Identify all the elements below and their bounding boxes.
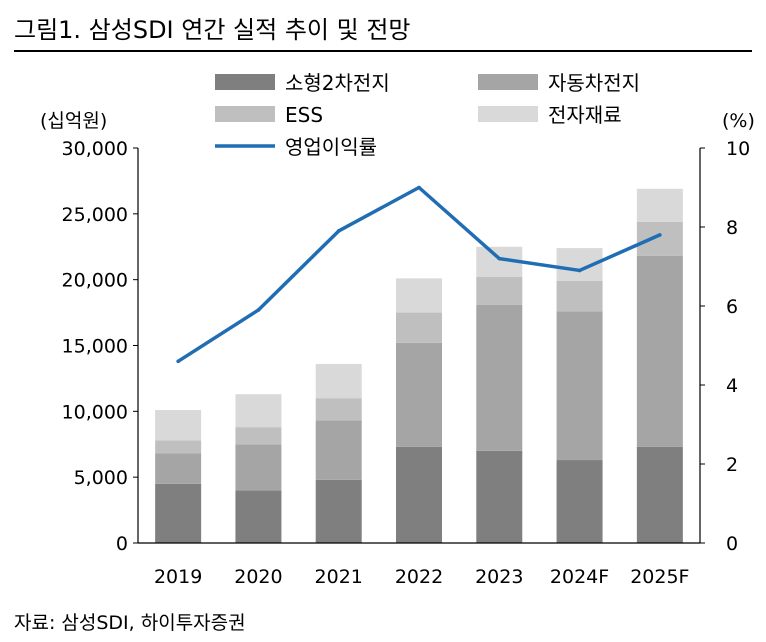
left-tick-label: 5,000: [74, 467, 128, 489]
bar-segment: [235, 490, 282, 543]
bar-segment: [636, 255, 683, 447]
left-tick-label: 25,000: [62, 204, 128, 226]
line-point: [256, 308, 261, 312]
legend-label: 전자재료: [548, 103, 622, 127]
bar-segment: [556, 311, 603, 461]
bar-segment: [396, 446, 442, 543]
legend-label: 자동차전지: [548, 71, 640, 95]
bar-segment: [476, 450, 523, 543]
bar-segment: [396, 342, 442, 447]
bar-segment: [476, 277, 523, 305]
x-tick-label: 2023: [475, 566, 523, 588]
bar-segment: [636, 188, 683, 222]
bar-segment: [155, 483, 202, 543]
legend-swatch: [215, 74, 275, 90]
x-tick-label: 2025F: [630, 566, 689, 588]
bar-segment: [315, 479, 362, 543]
x-tick-label: 2021: [315, 566, 363, 588]
bar-stacks: [155, 188, 683, 543]
legend-swatch: [478, 74, 538, 90]
operating-margin-line: [176, 185, 662, 364]
line-point: [336, 229, 341, 233]
right-tick-label: 4: [726, 375, 738, 397]
bar-segment: [235, 427, 282, 445]
title-divider: [14, 50, 752, 52]
left-tick-label: 30,000: [62, 138, 128, 160]
right-tick-label: 2: [726, 454, 738, 476]
bar-segment: [636, 446, 683, 543]
legend-label: ESS: [285, 103, 323, 127]
source-note: 자료: 삼성SDI, 하이투자증권: [14, 612, 246, 634]
bar-segment: [155, 440, 202, 454]
bar-segment: [556, 280, 603, 312]
bar-segment: [235, 444, 282, 491]
right-tick-label: 10: [726, 138, 750, 160]
legend-label: 영업이익률: [285, 135, 377, 159]
bar-segment: [396, 278, 442, 313]
bar-segment: [155, 453, 202, 484]
right-tick-label: 0: [726, 533, 738, 555]
x-tick-label: 2020: [234, 566, 282, 588]
bar-segment: [636, 221, 683, 256]
left-tick-label: 10,000: [62, 401, 128, 423]
bar-segment: [155, 410, 202, 441]
x-tick-label: 2022: [395, 566, 443, 588]
line-point: [497, 256, 502, 261]
bar-segment: [396, 312, 442, 343]
x-tick-label: 2024F: [550, 566, 609, 588]
legend-swatch: [215, 106, 275, 122]
bar-segment: [235, 394, 282, 428]
page-title: 그림1. 삼성SDI 연간 실적 추이 및 전망: [14, 16, 411, 44]
bar-segment: [315, 398, 362, 421]
line-point: [577, 268, 582, 273]
left-tick-label: 15,000: [62, 336, 128, 358]
x-tick-label: 2019: [154, 566, 202, 588]
bar-segment: [315, 420, 362, 480]
right-tick-label: 8: [726, 217, 738, 239]
axes: 0 5,000 10,000 15,000 20,000 25,000 30,000 0 2 4 6…: [40, 110, 755, 588]
right-axis-unit: (%): [722, 110, 755, 132]
bar-segment: [315, 363, 362, 399]
line-point: [658, 233, 662, 237]
bar-segment: [476, 304, 523, 451]
legend-label: 소형2차전지: [285, 71, 390, 95]
line-point: [417, 185, 421, 190]
bar-segment: [556, 460, 603, 543]
legend-swatch: [478, 106, 538, 122]
left-axis-unit: (십억원): [40, 110, 107, 132]
left-tick-label: 0: [116, 533, 128, 555]
left-tick-label: 20,000: [62, 270, 128, 292]
line-point: [176, 359, 180, 364]
right-tick-label: 6: [726, 296, 738, 318]
